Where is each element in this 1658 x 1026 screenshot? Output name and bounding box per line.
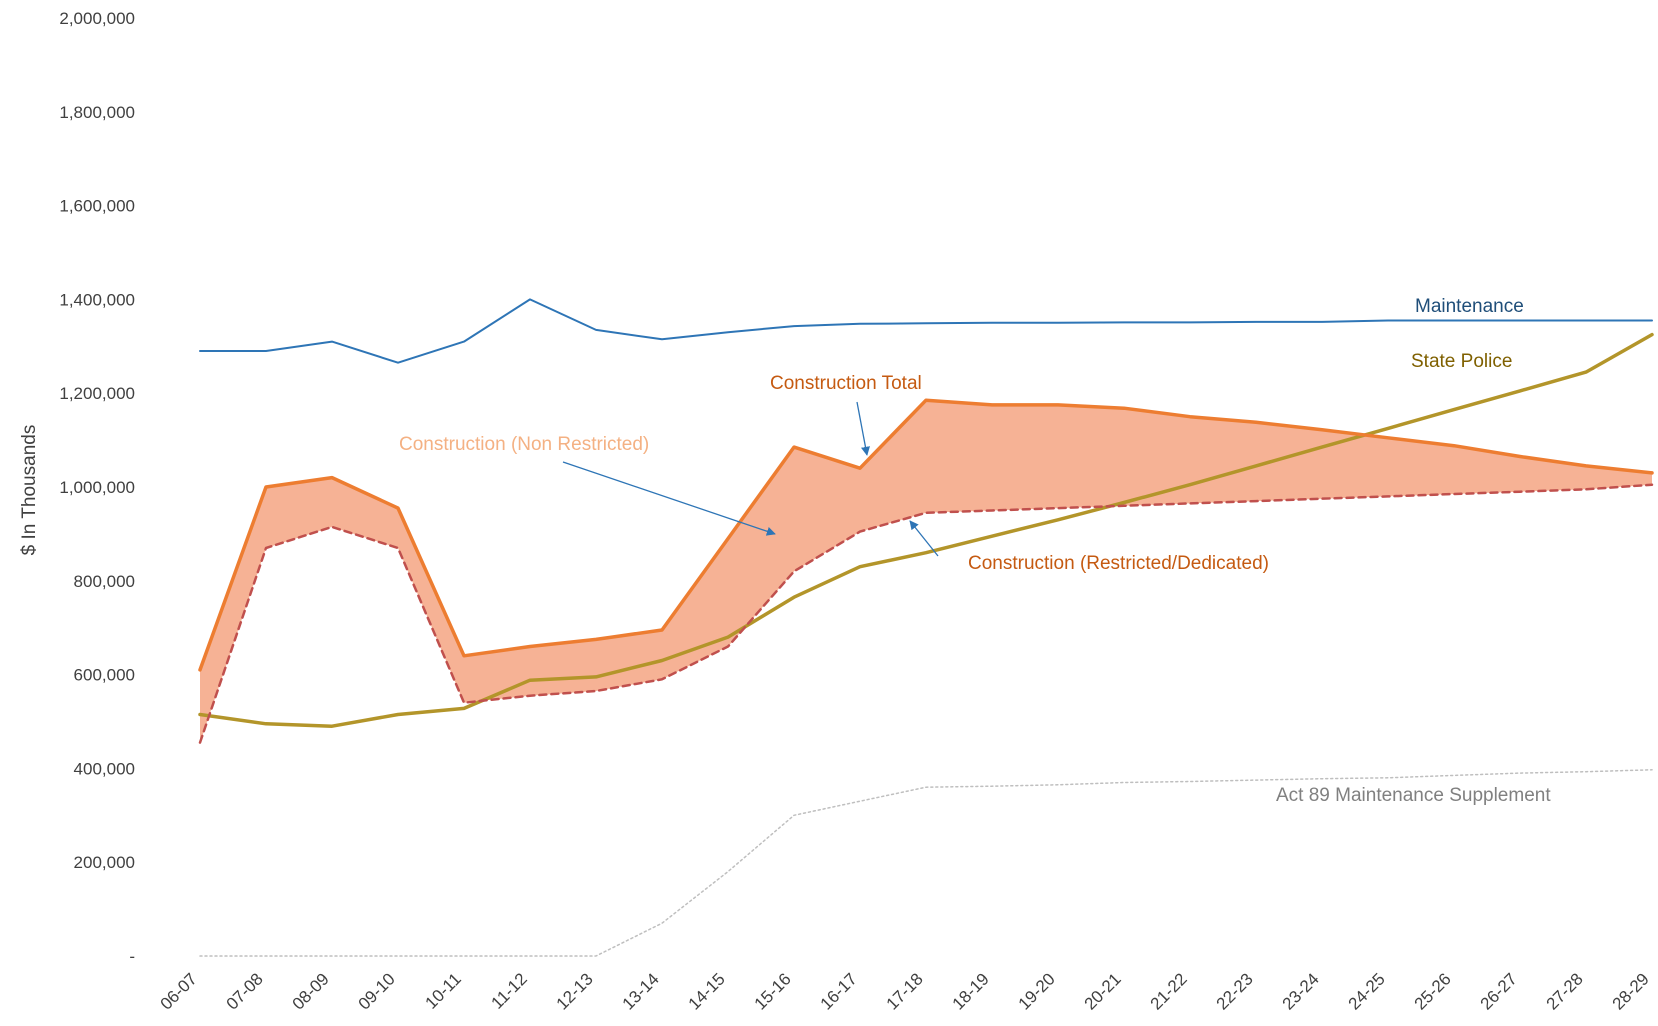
series-act-89-maintenance-supplement: [199, 769, 1653, 957]
x-tick-label: 25-26: [1411, 969, 1455, 1013]
annotation-act89: Act 89 Maintenance Supplement: [1276, 785, 1551, 806]
y-axis-label: $ In Thousands: [19, 425, 40, 556]
x-tick-label: 10-11: [422, 969, 465, 1012]
x-tick-label: 17-18: [883, 969, 927, 1013]
y-tick-label: 1,400,000: [59, 290, 135, 309]
annotation-construction-non-restricted: Construction (Non Restricted): [399, 434, 649, 455]
annotation-maintenance: Maintenance: [1415, 296, 1524, 317]
annotation-arrow: [562, 461, 776, 536]
x-tick-label: 12-13: [553, 969, 597, 1013]
x-tick-label: 28-29: [1609, 969, 1653, 1013]
construction-fill: [200, 400, 1652, 743]
y-tick-label: 1,200,000: [59, 384, 135, 403]
series-lines: [198, 298, 1654, 957]
x-tick-label: 22-23: [1213, 969, 1257, 1013]
x-tick-label: 26-27: [1477, 969, 1521, 1013]
construction-non-restricted-area: [200, 400, 1652, 743]
x-tick-label: 13-14: [619, 969, 663, 1013]
x-tick-label: 21-22: [1147, 969, 1191, 1013]
y-ticks: - 200,000 400,000 600,000 800,000 1,000,000 1,…: [59, 9, 135, 966]
line-construction-restricted-dedicated: [198, 483, 1654, 744]
annotation-arrow: [909, 520, 939, 557]
annotation-arrow: [856, 401, 870, 456]
series-maintenance: [199, 298, 1653, 364]
x-tick-label: 20-21: [1081, 969, 1125, 1013]
x-tick-label: 23-24: [1279, 969, 1323, 1013]
series-construction-total: [198, 398, 1654, 672]
x-tick-label: 16-17: [817, 969, 861, 1013]
y-tick-label: 1,000,000: [59, 478, 135, 497]
x-tick-label: 14-15: [685, 969, 729, 1013]
y-tick-label: 1,600,000: [59, 197, 135, 216]
y-axis-label-group: $ In Thousands: [19, 425, 40, 556]
x-tick-label: 24-25: [1345, 969, 1389, 1013]
x-tick-label: 19-20: [1015, 969, 1059, 1013]
annotation-arrows: [562, 401, 939, 557]
x-tick-label: 06-07: [157, 969, 201, 1013]
x-tick-label: 07-08: [223, 969, 267, 1013]
annotation-construction-total: Construction Total: [770, 373, 922, 394]
x-ticks: 06-07 07-08 08-09 09-10 10-11 11-12 12-13 13-14…: [157, 969, 1653, 1013]
y-tick-label: 1,800,000: [59, 103, 135, 122]
annotation-state-police: State Police: [1411, 351, 1512, 372]
x-tick-label: 09-10: [355, 969, 399, 1013]
series-state-police: [198, 332, 1654, 728]
annotation-construction-restricted: Construction (Restricted/Dedicated): [968, 553, 1269, 574]
y-tick-label: 200,000: [74, 853, 135, 872]
x-tick-label: 27-28: [1543, 969, 1587, 1013]
y-tick-label: 2,000,000: [59, 9, 135, 28]
x-tick-label: 18-19: [949, 969, 993, 1013]
x-tick-label: 11-12: [488, 969, 531, 1012]
line-state-police: [198, 332, 1654, 728]
y-tick-label: 600,000: [74, 666, 135, 685]
series-construction-restricted-dedicated: [198, 483, 1654, 744]
y-tick-label: 400,000: [74, 759, 135, 778]
y-tick-label: -: [129, 947, 135, 966]
x-tick-label: 15-16: [751, 969, 795, 1013]
y-tick-label: 800,000: [74, 572, 135, 591]
x-tick-label: 08-09: [289, 969, 333, 1013]
